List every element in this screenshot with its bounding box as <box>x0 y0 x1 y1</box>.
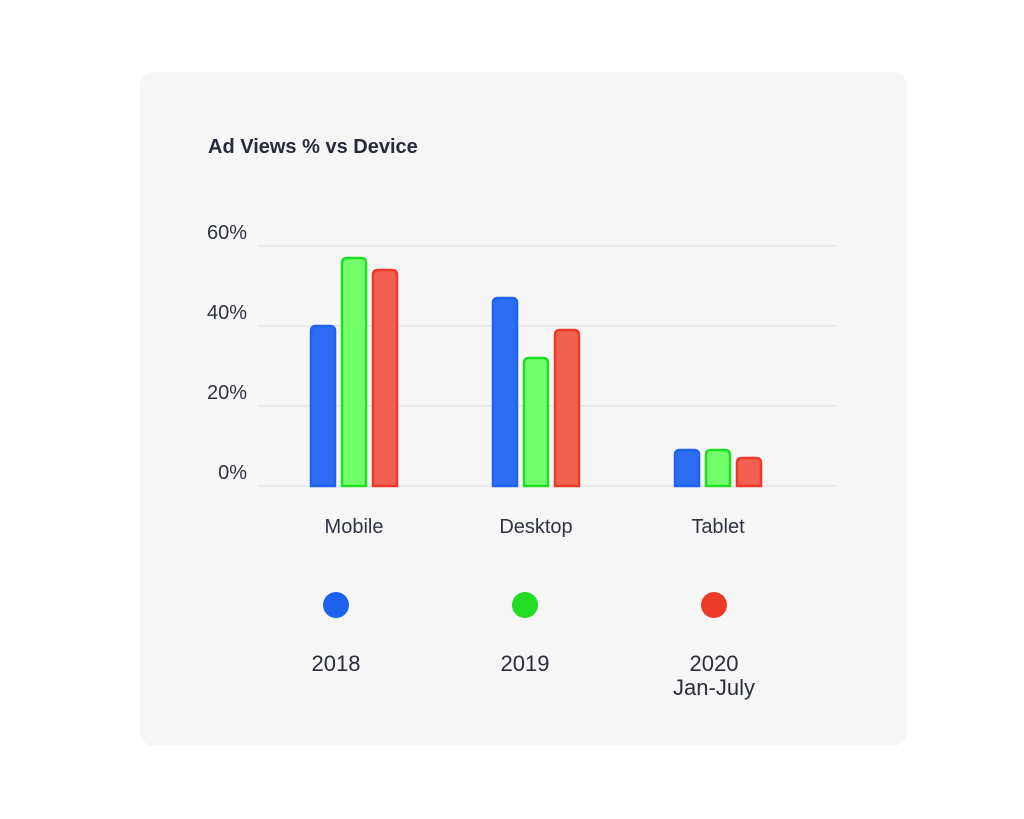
legend-label-line: Jan-July <box>673 675 755 700</box>
x-tick-label: Desktop <box>499 516 572 538</box>
y-tick-label: 0% <box>218 462 247 484</box>
x-tick-label: Mobile <box>325 516 384 538</box>
y-tick-label: 60% <box>207 222 247 244</box>
bar-mobile-2018 <box>309 324 337 488</box>
bar-desktop-2019 <box>522 356 550 488</box>
bar-desktop-2020 <box>553 328 581 488</box>
legend-label-line: 2019 <box>500 651 550 676</box>
legend-item: 2019 <box>465 592 585 676</box>
legend-item: 2018 <box>276 592 396 676</box>
y-axis-ticks: 0% 20% 40% 60% <box>207 222 247 484</box>
legend-label-line: 2020 <box>689 651 739 676</box>
bar-mobile-2019 <box>340 256 368 488</box>
bar-tablet-2018 <box>673 448 701 488</box>
chart-title: Ad Views % vs Device <box>208 136 418 158</box>
y-tick-label: 40% <box>207 302 247 324</box>
bar-tablet-2020 <box>735 456 763 488</box>
legend-label-line: 2018 <box>311 651 361 676</box>
bar-tablet-2019 <box>704 448 732 488</box>
x-tick-label: Tablet <box>691 516 745 538</box>
legend-label: 2018 <box>276 652 396 676</box>
bar-mobile-2020 <box>371 268 399 488</box>
y-tick-label: 20% <box>207 382 247 404</box>
legend-label: 2020 Jan-July <box>654 652 774 700</box>
legend-swatch <box>701 592 727 618</box>
legend-label: 2019 <box>465 652 585 676</box>
legend-item: 2020 Jan-July <box>654 592 774 700</box>
bars <box>309 256 763 488</box>
x-axis-ticks: Mobile Desktop Tablet <box>325 516 746 538</box>
legend-swatch <box>512 592 538 618</box>
bar-desktop-2018 <box>491 296 519 488</box>
legend-swatch <box>323 592 349 618</box>
